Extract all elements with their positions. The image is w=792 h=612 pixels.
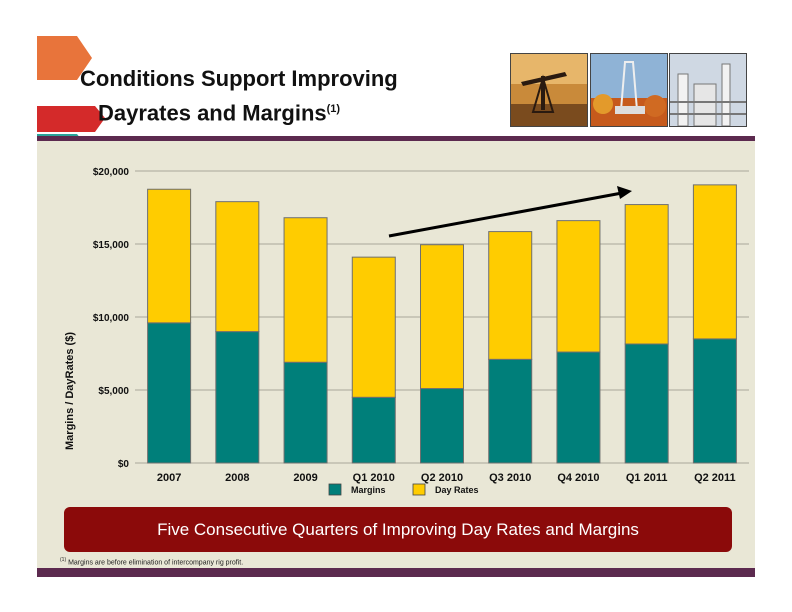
bar-day-rates (624, 204, 669, 345)
footnote-superscript: (1) (60, 557, 67, 563)
trend-arrow (388, 191, 623, 238)
bar-margins (215, 331, 260, 464)
bar-margins (283, 361, 328, 464)
bar-margins (147, 322, 192, 464)
y-axis-label: Margins / DayRates ($) (64, 332, 76, 450)
y-tick-label: $0 (118, 459, 130, 470)
footer-rule (37, 568, 755, 577)
x-tick-label: Q1 2011 (626, 472, 668, 484)
y-tick-label: $5,000 (98, 386, 129, 397)
bar-day-rates (147, 188, 192, 324)
trend-arrowhead (617, 186, 632, 199)
bar-day-rates (215, 201, 260, 333)
legend-swatch (328, 483, 342, 496)
title-superscript: (1) (326, 103, 341, 115)
title-line-1: Conditions Support Improving (80, 66, 398, 91)
stacked-bar-chart: $0 $5,000 $10,000 $15,000 $20,000 2007 2008 20… (64, 167, 749, 496)
conclusion-banner: Five Consecutive Quarters of Improving D… (64, 507, 732, 552)
y-tick-label: $10,000 (93, 313, 130, 324)
bar-day-rates (283, 217, 328, 363)
header-rule (37, 136, 755, 141)
gas-plant-photo (669, 53, 747, 127)
bar-day-rates (488, 231, 533, 360)
slide-title: Conditions Support Improving Dayrates an… (80, 64, 398, 128)
legend-swatch (412, 483, 426, 496)
bar-day-rates (420, 244, 464, 390)
bar-margins (420, 388, 464, 464)
bar-day-rates (556, 220, 601, 353)
footnote: (1) Margins are before elimination of in… (60, 557, 243, 566)
x-tick-label: 2007 (157, 472, 181, 484)
bar-margins (556, 351, 601, 464)
bar-day-rates (351, 256, 396, 398)
legend-item: Day Rates (412, 483, 479, 496)
x-tick-label: Q3 2010 (489, 472, 531, 484)
x-tick-label: Q2 2010 (421, 472, 463, 484)
title-line-2: Dayrates and Margins (98, 100, 327, 126)
x-tick-label: 2009 (293, 472, 317, 484)
legend-item: Margins (328, 483, 386, 496)
y-tick-label: $20,000 (93, 167, 130, 178)
drilling-rig-photo (590, 53, 668, 127)
banner-text: Five Consecutive Quarters of Improving D… (157, 519, 639, 539)
x-tick-label: 2008 (225, 472, 249, 484)
x-tick-label: Q4 2010 (557, 472, 599, 484)
x-tick-label: Q2 2011 (694, 472, 736, 484)
bar-margins (624, 343, 669, 464)
legend-label: Margins (351, 485, 386, 495)
bar-margins (692, 338, 737, 464)
bar-margins (351, 396, 396, 464)
bar-margins (488, 358, 533, 464)
x-tick-label: Q1 2010 (353, 472, 395, 484)
legend-label: Day Rates (435, 485, 479, 495)
footnote-text: Margins are before elimination of interc… (68, 559, 244, 567)
bar-day-rates (692, 184, 737, 340)
pumpjack-photo (510, 53, 588, 127)
y-tick-label: $15,000 (93, 240, 130, 251)
